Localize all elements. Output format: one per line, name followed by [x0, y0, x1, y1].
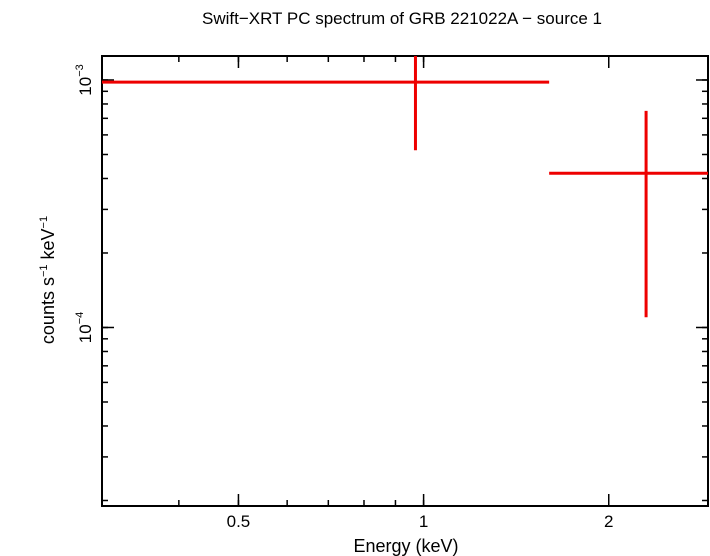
x-tick-label: 0.5 — [227, 512, 251, 531]
chart-title: Swift−XRT PC spectrum of GRB 221022A − s… — [202, 9, 602, 28]
y-tick-label: 10−3 — [74, 64, 95, 95]
x-axis-label: Energy (keV) — [353, 536, 458, 556]
y-axis-label-sup1: −1 — [38, 264, 50, 277]
y-tick-label-base: 10 — [76, 77, 95, 96]
y-tick-label: 10−4 — [74, 312, 95, 343]
plot-frame — [101, 55, 709, 507]
y-tick-label-exp: −4 — [74, 312, 86, 325]
y-axis-label: counts s−1 keV−1 — [38, 216, 58, 344]
y-axis-label-base: counts s — [38, 277, 58, 344]
x-tick-label: 2 — [604, 512, 613, 531]
y-tick-label-base: 10 — [76, 324, 95, 343]
y-tick-label-exp: −3 — [74, 64, 86, 77]
y-axis-label-mid: keV — [38, 228, 58, 264]
plot-area: 0.5 1 210−310−4 — [74, 55, 709, 531]
y-axis-label-sup2: −1 — [38, 216, 50, 229]
x-tick-label: 1 — [419, 512, 428, 531]
